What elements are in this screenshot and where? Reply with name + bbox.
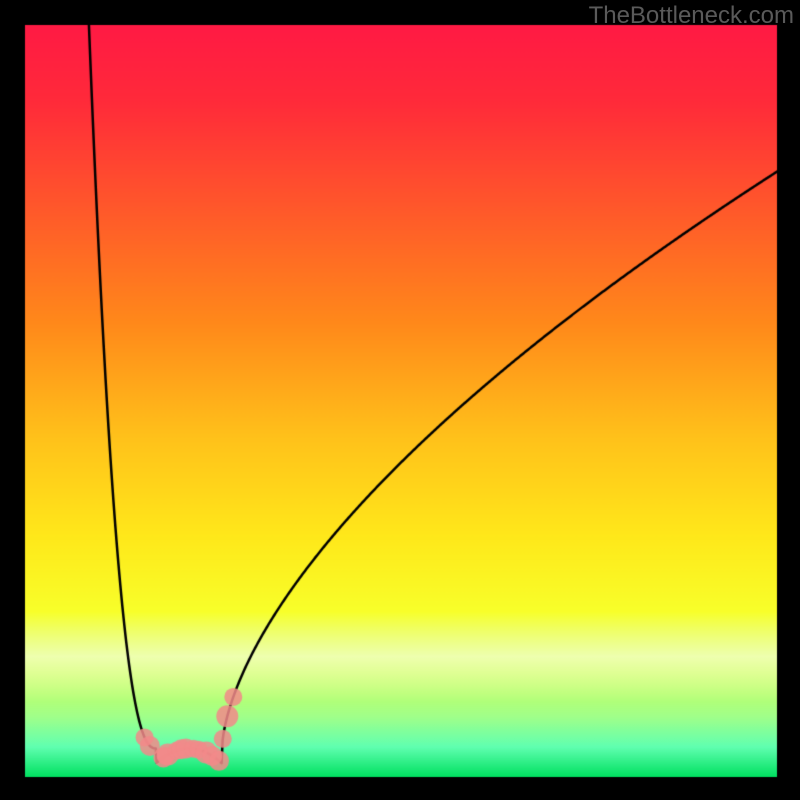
- chart-root: TheBottleneck.com: [0, 0, 800, 800]
- bottleneck-curve-chart: [0, 0, 800, 800]
